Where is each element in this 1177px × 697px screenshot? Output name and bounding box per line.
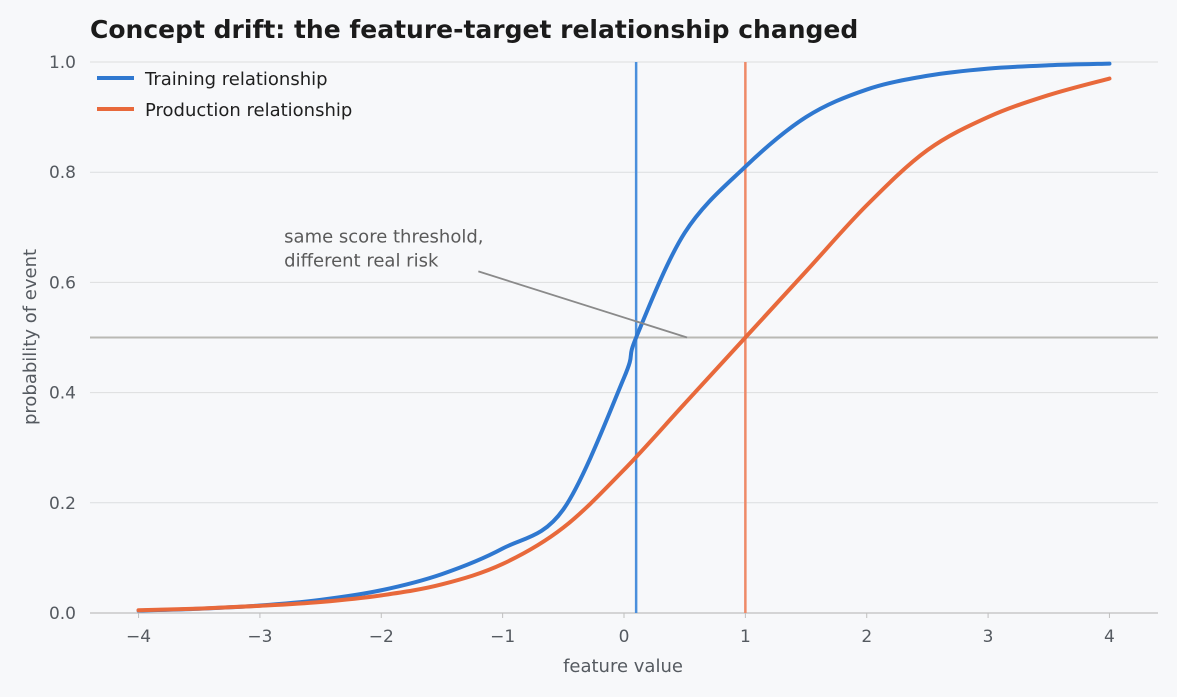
x-tick-label: 4 <box>1104 627 1115 647</box>
y-tick-label: 0.8 <box>49 163 76 183</box>
legend: Training relationship Production relation… <box>97 69 352 121</box>
x-tick-label: 1 <box>740 627 751 647</box>
reference-lines <box>90 62 1158 613</box>
y-tick-label: 0.4 <box>49 384 76 404</box>
chart-title: Concept drift: the feature-target relati… <box>90 15 858 44</box>
y-tick-label: 1.0 <box>49 53 76 73</box>
y-tick-label: 0.6 <box>49 273 76 293</box>
x-tick-label: 0 <box>619 627 630 647</box>
y-tick-label: 0.2 <box>49 494 76 514</box>
y-axis-ticks: 0.0 0.2 0.4 0.6 0.8 1.0 <box>49 53 76 624</box>
y-axis-label: probability of event <box>20 249 41 425</box>
x-tick-label: −4 <box>126 627 151 647</box>
legend-label: Training relationship <box>144 69 328 90</box>
grid <box>90 61 1158 614</box>
series-layer <box>136 61 1112 613</box>
x-axis-ticks: −4 −3 −2 −1 0 1 2 3 4 <box>126 613 1115 647</box>
x-tick-label: 2 <box>861 627 872 647</box>
series-line-1 <box>136 61 1112 613</box>
y-tick-label: 0.0 <box>49 604 76 624</box>
annotation: same score threshold, different real risk <box>284 226 688 339</box>
annotation-text: different real risk <box>284 250 439 271</box>
legend-label: Production relationship <box>145 100 352 121</box>
x-tick-label: 3 <box>983 627 994 647</box>
x-tick-label: −2 <box>369 627 394 647</box>
x-axis-label: feature value <box>563 656 683 677</box>
annotation-text: same score threshold, <box>284 226 483 247</box>
annotation-arrow <box>478 270 688 339</box>
series-line-2 <box>136 76 1112 613</box>
x-tick-label: −1 <box>490 627 515 647</box>
x-tick-label: −3 <box>247 627 272 647</box>
